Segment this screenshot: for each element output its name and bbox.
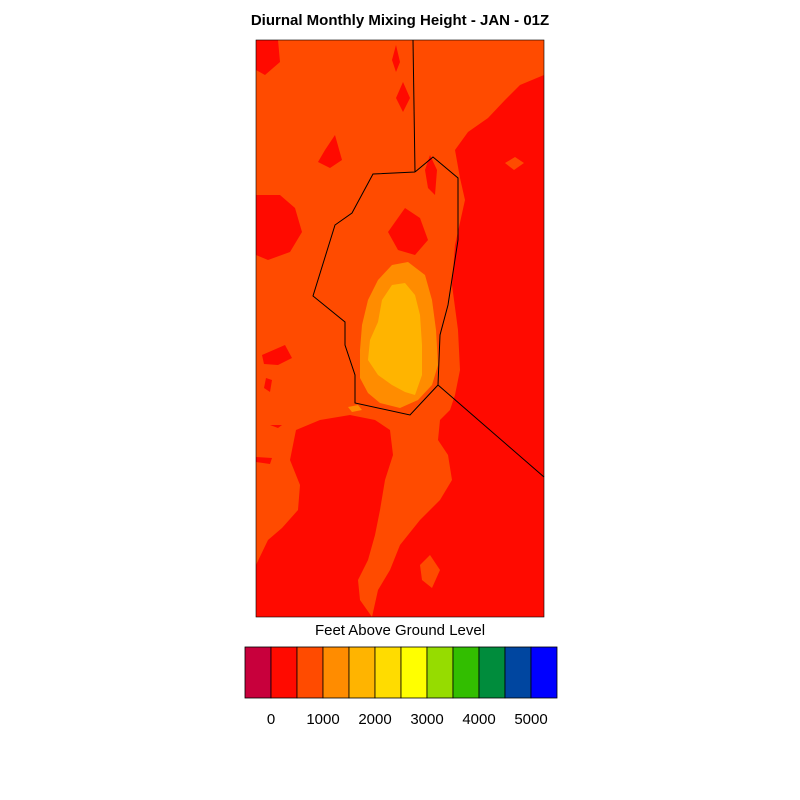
contour-region-1500-2000 [368,283,422,395]
colorbar-box-5 [374,646,402,699]
colorbar-tick-label: 2000 [358,711,392,728]
colorbar-tick-label: 4000 [462,711,496,728]
chart-title: Diurnal Monthly Mixing Height - JAN - 01… [250,12,550,29]
boundary-line-southeast [437,384,545,478]
contour-region-0-500-small2 [396,82,410,112]
contour-region-0-500-mw2 [264,378,272,392]
colorbar-box-2 [296,646,324,699]
colorbar-box-3 [322,646,350,699]
colorbar-box-1 [270,646,298,699]
colorbar-box-6 [400,646,428,699]
colorbar-tick-label: 1000 [306,711,340,728]
contour-region-0-500-small1 [318,135,342,168]
colorbar-box-11 [530,646,558,699]
boundary-polygon [312,156,459,416]
contour-region-500-1000-south-island [420,555,440,588]
contour-region-0-500-east-island [505,157,524,170]
colorbar-box-10 [504,646,532,699]
colorbar [244,646,558,699]
contour-region-0-500-mw3 [256,457,272,464]
colorbar-tick-label: 3000 [410,711,444,728]
contour-region-0-500-southwest [256,415,393,617]
contour-region-0-500-center [388,208,428,255]
boundary-line-north [412,39,416,173]
colorbar-label: Feet Above Ground Level [314,622,486,639]
contour-region-1000-1500-small [348,405,362,412]
contour-region-0-500-east [372,75,544,617]
colorbar-box-8 [452,646,480,699]
colorbar-box-9 [478,646,506,699]
boundary-lines [312,39,545,478]
colorbar-tick-label: 5000 [514,711,548,728]
plot-frame [255,39,545,618]
colorbar-box-7 [426,646,454,699]
contour-region-0-500-nw [256,40,280,75]
contour-region-0-500-mw4 [270,425,282,428]
colorbar-tick-label: 0 [266,711,276,728]
contour-region-0-500-west [256,195,302,260]
colorbar-box-0 [244,646,272,699]
contour-region-0-500-small3 [392,45,400,72]
contour-region-0-500-mw1 [262,345,292,365]
contour-region-0-500-north [425,155,437,195]
colorbar-box-4 [348,646,376,699]
